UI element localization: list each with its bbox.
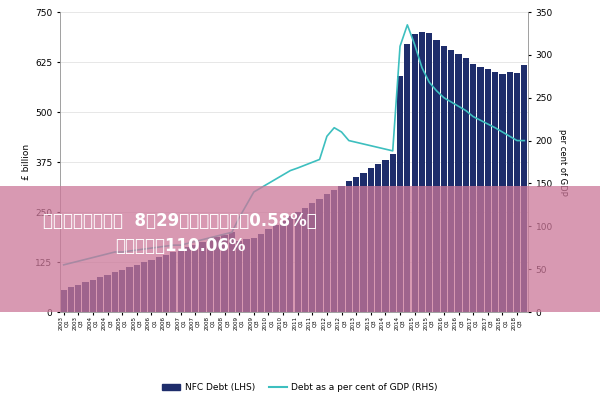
Bar (470, 64, 476, 312)
Legend: NFC Debt (LHS), Debt as a per cent of GDP (RHS): NFC Debt (LHS), Debt as a per cent of GD… (158, 379, 442, 396)
Bar (185, 247, 191, 312)
Bar (199, 242, 206, 312)
Bar (141, 262, 147, 312)
Bar (148, 260, 155, 312)
Bar (316, 199, 323, 312)
Bar (361, 173, 367, 312)
Bar (214, 237, 220, 312)
Bar (521, 65, 527, 312)
Bar (192, 245, 199, 312)
Bar (368, 168, 374, 312)
Bar (251, 238, 257, 312)
Bar (119, 270, 125, 312)
Bar (412, 34, 418, 312)
Bar (419, 32, 425, 312)
Bar (492, 72, 498, 312)
Bar (244, 239, 250, 312)
Bar (397, 76, 403, 312)
Bar (441, 46, 447, 312)
Bar (97, 277, 103, 312)
Bar (163, 255, 169, 312)
Bar (221, 234, 227, 312)
Bar (485, 69, 491, 312)
Bar (236, 241, 242, 312)
Text: 正规股票配资公司  8月29日建工转债上涨0.58%，
转股溢价率110.06%: 正规股票配资公司 8月29日建工转债上涨0.58%， 转股溢价率110.06% (43, 212, 317, 255)
Bar (170, 252, 176, 312)
Bar (258, 234, 264, 312)
Bar (389, 154, 396, 312)
Y-axis label: per cent of GDP: per cent of GDP (558, 129, 567, 195)
Bar (338, 186, 344, 312)
Bar (178, 250, 184, 312)
Bar (448, 50, 454, 312)
Bar (375, 164, 381, 312)
Bar (265, 229, 272, 312)
Bar (229, 232, 235, 312)
Bar (295, 212, 301, 312)
Bar (112, 272, 118, 312)
Y-axis label: £ billion: £ billion (22, 144, 31, 180)
Bar (324, 194, 330, 312)
Bar (309, 203, 316, 312)
Bar (353, 177, 359, 312)
Bar (280, 220, 286, 312)
Bar (404, 44, 410, 312)
Bar (68, 288, 74, 312)
Bar (514, 73, 520, 312)
Bar (382, 160, 389, 312)
Bar (90, 280, 96, 312)
Bar (499, 74, 506, 312)
Bar (506, 72, 513, 312)
Bar (61, 290, 67, 312)
Bar (104, 275, 110, 312)
Bar (127, 267, 133, 312)
Bar (463, 58, 469, 312)
Bar (287, 216, 293, 312)
Bar (331, 190, 337, 312)
Bar (75, 285, 82, 312)
Bar (155, 257, 162, 312)
Bar (134, 265, 140, 312)
Bar (302, 208, 308, 312)
Bar (272, 225, 279, 312)
Bar (455, 54, 461, 312)
Bar (346, 182, 352, 312)
Bar (478, 67, 484, 312)
Bar (207, 240, 213, 312)
Bar (426, 33, 433, 312)
Bar (433, 40, 440, 312)
Bar (82, 282, 89, 312)
